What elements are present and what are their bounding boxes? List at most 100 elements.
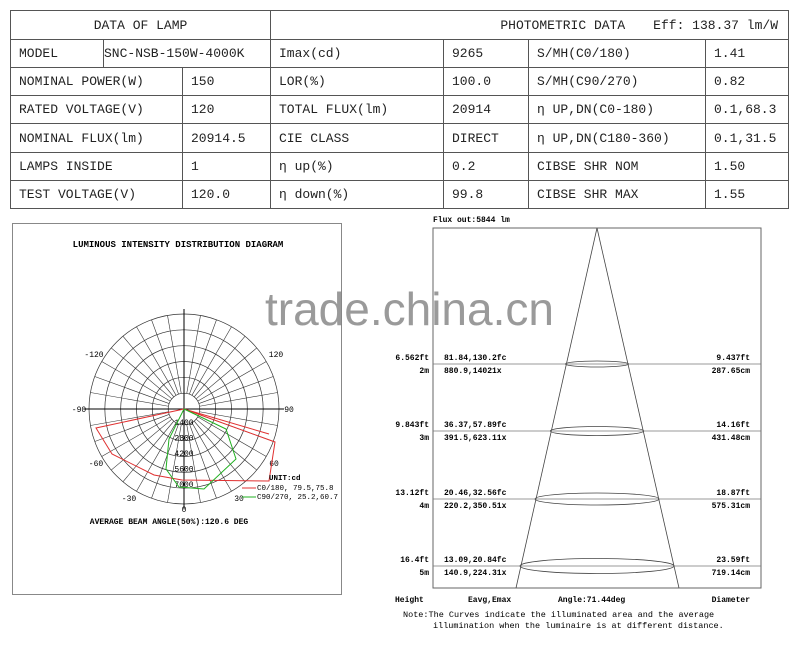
polar-ring-label: 7000 bbox=[174, 481, 193, 490]
angle-label: Angle:71.44deg bbox=[558, 596, 625, 605]
illuminance-fc: 81.84,130.2fc bbox=[444, 354, 507, 363]
diameter-cm: 287.65cm bbox=[712, 367, 751, 376]
polar-ring-label: 1400 bbox=[174, 419, 193, 428]
cone-edge bbox=[515, 227, 598, 589]
photo-value: 0.2 bbox=[443, 152, 529, 181]
legend-label: C90/270, 25.2,60.7 bbox=[257, 494, 338, 502]
polar-angle-label: -60 bbox=[89, 460, 104, 469]
lamp-value: 20914.5 bbox=[182, 123, 271, 153]
lamp-label: LAMPS INSIDE bbox=[10, 152, 183, 181]
polar-spoke bbox=[94, 376, 170, 404]
illuminance-fc: 36.37,57.89fc bbox=[444, 421, 507, 430]
polar-angle-label: 120 bbox=[269, 351, 284, 360]
polar-title: LUMINOUS INTENSITY DISTRIBUTION DIAGRAM bbox=[73, 240, 284, 250]
unit-label: UNIT:cd bbox=[269, 475, 301, 483]
illuminance-fc: 20.46,32.56fc bbox=[444, 489, 507, 498]
illuminated-area bbox=[564, 360, 629, 368]
photo-label: TOTAL FLUX(lm) bbox=[270, 95, 444, 124]
polar-spoke bbox=[122, 420, 175, 482]
illuminance-lx: 880.9,14021x bbox=[444, 367, 502, 376]
polar-angle-label: 0 bbox=[182, 506, 187, 515]
lamp-label: RATED VOLTAGE(V) bbox=[10, 95, 183, 124]
polar-spoke bbox=[136, 326, 177, 396]
diameter-ft: 23.59ft bbox=[716, 556, 750, 565]
polar-diagram-panel: LUMINOUS INTENSITY DISTRIBUTION DIAGRAM -… bbox=[12, 223, 342, 595]
flux-out: Flux out:5844 lm bbox=[433, 216, 510, 225]
polar-spoke bbox=[191, 422, 232, 492]
lamp-label: TEST VOLTAGE(V) bbox=[10, 180, 183, 209]
polar-diagram: LUMINOUS INTENSITY DISTRIBUTION DIAGRAM -… bbox=[72, 240, 338, 527]
photo-title: PHOTOMETRIC DATA bbox=[500, 17, 626, 33]
lamp-value: 120.0 bbox=[182, 180, 271, 209]
lamp-label: MODEL bbox=[10, 39, 104, 68]
beam-angle: AVERAGE BEAM ANGLE(50%):120.6 DEG bbox=[90, 518, 249, 527]
photo-label: LOR(%) bbox=[270, 67, 444, 96]
height-ft: 16.4ft bbox=[400, 556, 429, 565]
diameter-label: Diameter bbox=[712, 596, 751, 605]
polar-ring-label: 4200 bbox=[174, 450, 193, 459]
lamp-header: DATA OF LAMP bbox=[10, 10, 271, 40]
illuminance-lx: 140.9,224.31x bbox=[444, 569, 507, 578]
photo-label: η up(%) bbox=[270, 152, 444, 181]
note-line-1: Note:The Curves indicate the illuminated… bbox=[403, 610, 714, 620]
photo-label: S/MH(C90/270) bbox=[528, 67, 706, 96]
c90-270-curve bbox=[165, 408, 237, 490]
polar-spoke bbox=[197, 361, 267, 402]
legend-label: C0/180, 79.5,75.8 bbox=[257, 485, 334, 493]
diameter-cm: 575.31cm bbox=[712, 502, 751, 511]
diameter-ft: 9.437ft bbox=[716, 354, 750, 363]
photo-header: PHOTOMETRIC DATA Eff: 138.37 lm/W bbox=[270, 10, 789, 40]
diameter-ft: 14.16ft bbox=[716, 421, 750, 430]
photo-value: 0.1,31.5 bbox=[705, 123, 789, 153]
photo-label: η UP,DN(C0-180) bbox=[528, 95, 706, 124]
cone-edge bbox=[596, 227, 680, 589]
polar-ring-label: 5600 bbox=[174, 466, 193, 475]
height-ft: 9.843ft bbox=[395, 421, 429, 430]
photo-value: DIRECT bbox=[443, 123, 529, 153]
illuminance-lx: 391.5,623.11x bbox=[444, 434, 507, 443]
height-m: 4m bbox=[419, 502, 429, 511]
illuminated-area bbox=[519, 558, 675, 574]
polar-spoke bbox=[186, 315, 201, 394]
lamp-label: NOMINAL POWER(W) bbox=[10, 67, 183, 96]
photo-label: η down(%) bbox=[270, 180, 444, 209]
polar-spoke bbox=[111, 418, 173, 471]
photo-label: η UP,DN(C180-360) bbox=[528, 123, 706, 153]
illuminance-fc: 13.09,20.84fc bbox=[444, 556, 507, 565]
polar-spoke bbox=[193, 420, 246, 482]
polar-spoke bbox=[90, 392, 169, 407]
photo-label: Imax(cd) bbox=[270, 39, 444, 68]
photo-value: 20914 bbox=[443, 95, 529, 124]
lamp-value: 120 bbox=[182, 95, 271, 124]
polar-spoke bbox=[122, 336, 175, 398]
illuminated-area bbox=[534, 492, 660, 506]
photo-value: 1.55 bbox=[705, 180, 789, 209]
polar-spoke bbox=[195, 347, 257, 400]
photo-label: S/MH(C0/180) bbox=[528, 39, 706, 68]
height-m: 2m bbox=[419, 367, 429, 376]
photo-value: 1.41 bbox=[705, 39, 789, 68]
c0-180-curve bbox=[95, 408, 276, 482]
polar-spoke bbox=[189, 423, 217, 499]
height-ft: 6.562ft bbox=[395, 354, 429, 363]
polar-ring-label: 2800 bbox=[174, 435, 193, 444]
polar-spoke bbox=[167, 424, 182, 503]
polar-spoke bbox=[151, 319, 179, 395]
polar-spoke bbox=[90, 411, 169, 426]
polar-spoke bbox=[111, 347, 173, 400]
polar-spoke bbox=[199, 392, 278, 407]
watermark: trade.china.cn bbox=[265, 283, 554, 335]
polar-angle-label: -120 bbox=[84, 351, 103, 360]
polar-angle-label: 90 bbox=[284, 406, 294, 415]
polar-angle-label: 60 bbox=[269, 460, 279, 469]
lamp-value: 150 bbox=[182, 67, 271, 96]
polar-spoke bbox=[195, 418, 257, 471]
lamp-value: 1 bbox=[182, 152, 271, 181]
polar-spoke bbox=[101, 416, 171, 457]
photo-value: 1.50 bbox=[705, 152, 789, 181]
polar-spoke bbox=[186, 424, 201, 503]
polar-spoke bbox=[189, 319, 217, 395]
photo-value: 0.82 bbox=[705, 67, 789, 96]
diameter-cm: 719.14cm bbox=[712, 569, 751, 578]
note-line-2: illumination when the luminaire is at di… bbox=[433, 621, 724, 631]
